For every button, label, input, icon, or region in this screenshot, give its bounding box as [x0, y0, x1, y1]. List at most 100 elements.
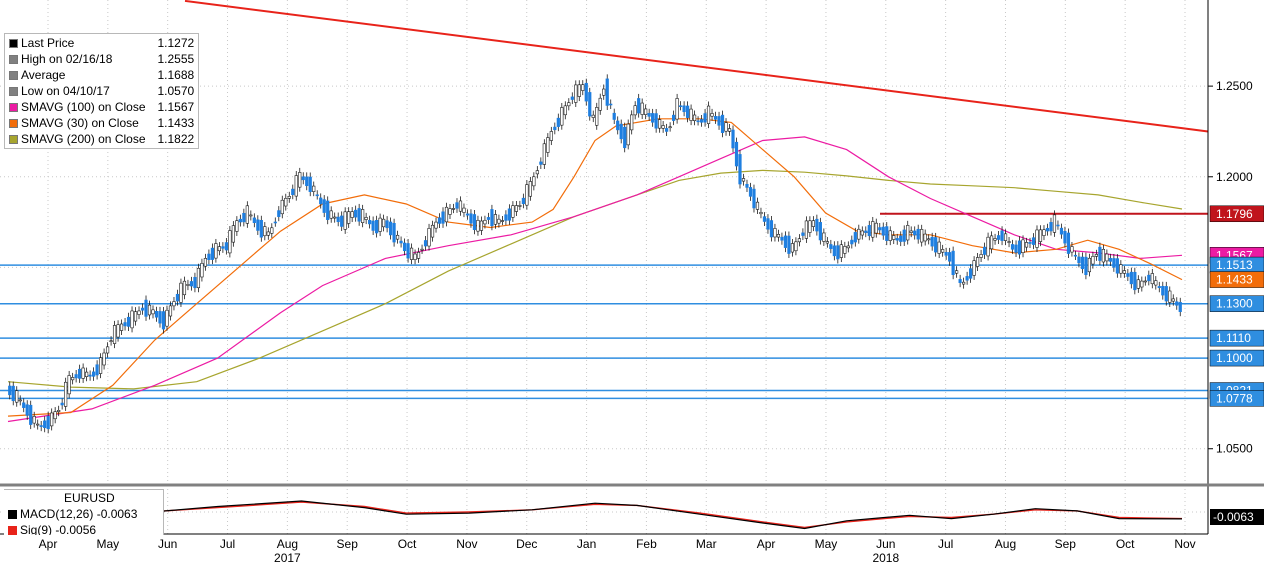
- candle-body: [486, 217, 491, 220]
- candle-body: [899, 235, 903, 242]
- value-tag: [1209, 329, 1264, 347]
- candle-body: [734, 141, 739, 167]
- candle-body: [154, 311, 159, 318]
- candle-body: [871, 221, 875, 238]
- candle-body: [252, 217, 256, 224]
- value-tag-label: 1.1513: [1216, 258, 1253, 272]
- candle-body: [1140, 280, 1144, 288]
- candle-body: [210, 247, 215, 260]
- legend-swatch: [9, 118, 18, 128]
- signal-swatch: [8, 525, 17, 535]
- candle-body: [923, 233, 927, 242]
- candle-body: [493, 214, 498, 225]
- candle-body: [591, 114, 595, 118]
- candle-body: [1115, 258, 1119, 274]
- candlestick-series: [8, 74, 1182, 434]
- candle-body: [574, 84, 578, 103]
- candle-body: [333, 216, 337, 219]
- candle-body: [996, 235, 1001, 240]
- legend-value: 1.2555: [157, 52, 195, 66]
- candle-body: [895, 238, 899, 241]
- candle-body: [92, 371, 96, 377]
- candle-body: [794, 241, 798, 252]
- candle-body: [640, 102, 644, 115]
- candle-body: [906, 225, 910, 241]
- candle-body: [158, 311, 162, 324]
- candle-body: [654, 113, 658, 129]
- candle-body: [857, 228, 861, 240]
- x-tick-label: Dec: [516, 537, 537, 551]
- candle-body: [193, 277, 197, 289]
- candle-body: [340, 215, 344, 227]
- candle-body: [986, 236, 990, 257]
- candle-body: [1143, 280, 1147, 283]
- candle-body: [570, 96, 574, 100]
- candle-body: [179, 282, 183, 303]
- candle-body: [472, 214, 477, 231]
- legend-value: 1.1272: [157, 36, 195, 50]
- candle-body: [29, 404, 33, 425]
- candle-body: [588, 92, 592, 117]
- candle-body: [612, 112, 616, 120]
- candle-body: [126, 316, 131, 327]
- candle-body: [1052, 214, 1057, 233]
- candle-body: [249, 214, 253, 217]
- candle-body: [553, 126, 557, 131]
- candle-body: [773, 228, 777, 238]
- candle-body: [315, 194, 319, 197]
- x-tick-label: Nov: [1174, 537, 1195, 551]
- x-year-label: 2018: [872, 551, 899, 565]
- candle-body: [1063, 230, 1067, 244]
- candle-body: [1073, 254, 1078, 257]
- candle-body: [706, 105, 711, 124]
- candle-body: [727, 128, 732, 132]
- candle-body: [969, 268, 973, 279]
- candle-body: [1000, 230, 1004, 241]
- candle-body: [846, 245, 850, 249]
- candle-body: [1094, 254, 1098, 257]
- macd-legend-row: MACD(12,26) -0.0063: [8, 506, 159, 522]
- value-tag: [1209, 390, 1264, 407]
- macd-legend-title: EURUSD: [64, 491, 115, 505]
- candle-body: [354, 209, 358, 218]
- value-tag: [1209, 205, 1264, 223]
- candle-body: [790, 243, 795, 253]
- candle-body: [941, 249, 945, 253]
- candle-body: [955, 270, 959, 274]
- candle-body: [920, 229, 924, 243]
- candle-body: [525, 184, 529, 206]
- candle-body: [717, 116, 721, 126]
- candle-body: [43, 420, 47, 429]
- candle-body: [766, 218, 770, 230]
- candle-body: [1059, 227, 1064, 235]
- candle-body: [74, 374, 78, 379]
- candle-body: [514, 205, 518, 212]
- candle-body: [67, 375, 71, 395]
- candle-body: [350, 211, 354, 218]
- candle-body: [312, 185, 316, 192]
- value-tag: [1209, 295, 1264, 312]
- candle-body: [850, 239, 854, 245]
- candle-body: [822, 232, 826, 242]
- x-tick-label: Jan: [577, 537, 596, 551]
- candle-body: [319, 197, 323, 205]
- candle-body: [668, 126, 672, 129]
- candle-body: [1010, 244, 1015, 250]
- candle-body: [451, 208, 456, 210]
- candle-body: [119, 323, 124, 331]
- candle-body: [1178, 302, 1182, 312]
- candle-body: [1161, 285, 1165, 296]
- candle-body: [112, 325, 117, 344]
- legend-swatch: [9, 134, 18, 144]
- candle-body: [388, 221, 393, 236]
- legend-label: High on 02/16/18: [21, 52, 113, 66]
- candle-body: [479, 220, 484, 231]
- candle-body: [214, 243, 218, 259]
- candle-body: [228, 230, 232, 254]
- candle-body: [430, 224, 435, 238]
- candle-body: [825, 241, 829, 244]
- candle-body: [619, 123, 623, 140]
- candle-body: [242, 212, 246, 223]
- candle-body: [507, 208, 511, 221]
- x-tick-label: Oct: [1116, 537, 1135, 551]
